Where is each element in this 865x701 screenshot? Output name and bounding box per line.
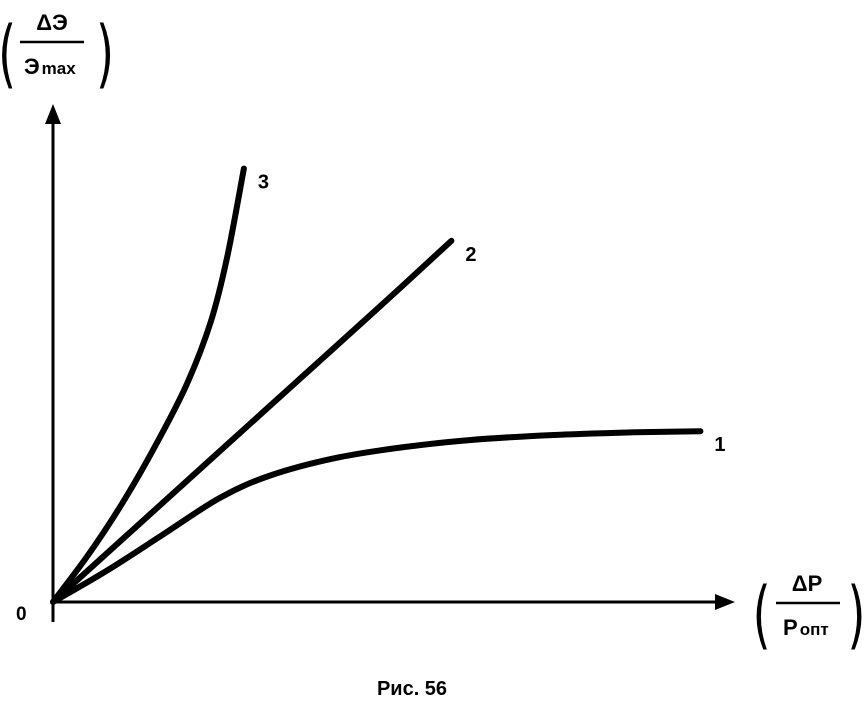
y-label-numerator: ΔЭ — [36, 10, 67, 35]
series-2-line — [50, 237, 455, 605]
series-2-label: 2 — [465, 244, 476, 266]
x-label-denominator-sub: опт — [800, 620, 829, 639]
y-axis-arrow-icon — [45, 104, 61, 124]
series-1-label: 1 — [714, 434, 725, 456]
x-axis-arrow-icon — [715, 594, 735, 610]
origin-label: 0 — [16, 604, 27, 625]
y-label-left-paren: ( — [0, 10, 16, 97]
x-label-denominator-main: P — [783, 615, 798, 640]
series-3-label: 3 — [258, 172, 269, 194]
x-label-right-paren: ) — [848, 571, 865, 658]
x-label-left-paren: ( — [753, 571, 771, 658]
y-label-denominator-sub: max — [42, 59, 77, 78]
y-label-denominator-main: Э — [24, 54, 40, 79]
series-1-line — [50, 428, 704, 605]
series-3-line — [50, 165, 247, 605]
x-label-numerator: ΔP — [792, 571, 823, 596]
figure-caption: Рис. 56 — [377, 678, 447, 700]
y-label-right-paren: ) — [96, 10, 114, 97]
